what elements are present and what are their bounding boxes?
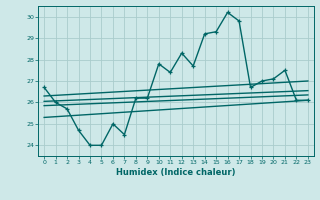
X-axis label: Humidex (Indice chaleur): Humidex (Indice chaleur)	[116, 168, 236, 177]
